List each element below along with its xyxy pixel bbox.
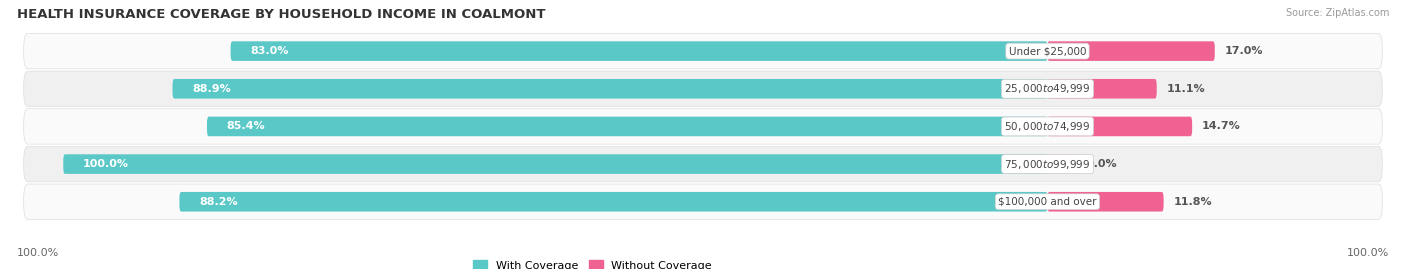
FancyBboxPatch shape xyxy=(180,192,1047,211)
Text: 85.4%: 85.4% xyxy=(226,121,266,132)
Text: HEALTH INSURANCE COVERAGE BY HOUSEHOLD INCOME IN COALMONT: HEALTH INSURANCE COVERAGE BY HOUSEHOLD I… xyxy=(17,8,546,21)
FancyBboxPatch shape xyxy=(24,146,1382,182)
Text: $25,000 to $49,999: $25,000 to $49,999 xyxy=(1004,82,1091,95)
FancyBboxPatch shape xyxy=(24,109,1382,144)
Text: 100.0%: 100.0% xyxy=(1347,248,1389,258)
FancyBboxPatch shape xyxy=(1047,41,1215,61)
FancyBboxPatch shape xyxy=(1047,117,1192,136)
Text: $100,000 and over: $100,000 and over xyxy=(998,197,1097,207)
FancyBboxPatch shape xyxy=(207,117,1047,136)
Text: 100.0%: 100.0% xyxy=(83,159,129,169)
Text: Source: ZipAtlas.com: Source: ZipAtlas.com xyxy=(1285,8,1389,18)
Text: Under $25,000: Under $25,000 xyxy=(1008,46,1087,56)
Text: 11.1%: 11.1% xyxy=(1167,84,1205,94)
FancyBboxPatch shape xyxy=(24,184,1382,220)
Text: 88.2%: 88.2% xyxy=(200,197,238,207)
FancyBboxPatch shape xyxy=(1047,79,1157,98)
Text: 83.0%: 83.0% xyxy=(250,46,288,56)
Text: 17.0%: 17.0% xyxy=(1225,46,1263,56)
Text: $50,000 to $74,999: $50,000 to $74,999 xyxy=(1004,120,1091,133)
FancyBboxPatch shape xyxy=(173,79,1047,98)
FancyBboxPatch shape xyxy=(24,33,1382,69)
Text: 100.0%: 100.0% xyxy=(17,248,59,258)
Text: 14.7%: 14.7% xyxy=(1202,121,1240,132)
Text: 11.8%: 11.8% xyxy=(1174,197,1212,207)
Legend: With Coverage, Without Coverage: With Coverage, Without Coverage xyxy=(470,256,717,269)
FancyBboxPatch shape xyxy=(63,154,1047,174)
Text: 88.9%: 88.9% xyxy=(193,84,231,94)
FancyBboxPatch shape xyxy=(1047,192,1164,211)
Text: 0.0%: 0.0% xyxy=(1087,159,1118,169)
Text: $75,000 to $99,999: $75,000 to $99,999 xyxy=(1004,158,1091,171)
FancyBboxPatch shape xyxy=(24,71,1382,107)
FancyBboxPatch shape xyxy=(1047,154,1077,174)
FancyBboxPatch shape xyxy=(231,41,1047,61)
